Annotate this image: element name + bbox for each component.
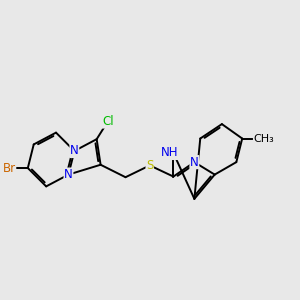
Text: N: N: [64, 168, 73, 181]
Text: Br: Br: [3, 161, 16, 175]
Text: N: N: [70, 145, 79, 158]
Text: N: N: [190, 156, 199, 169]
Text: S: S: [146, 159, 154, 172]
Text: Cl: Cl: [102, 115, 114, 128]
Text: CH₃: CH₃: [254, 134, 274, 143]
Text: NH: NH: [161, 146, 178, 160]
